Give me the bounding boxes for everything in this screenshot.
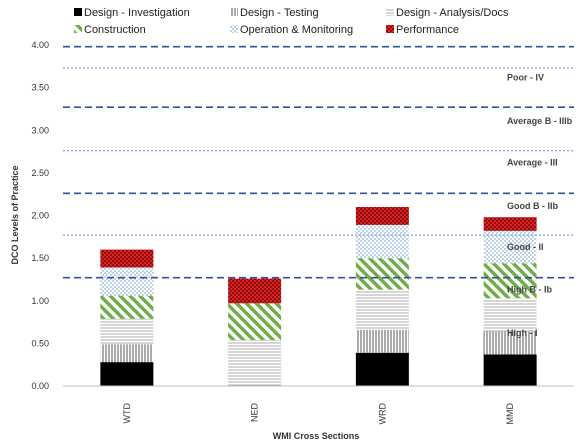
y-tick-label: 3.50 bbox=[31, 83, 49, 93]
band-label: Average - III bbox=[507, 158, 558, 168]
legend-label: Performance bbox=[396, 24, 459, 36]
legend-swatch bbox=[386, 8, 394, 16]
x-tick-label: WTD bbox=[122, 403, 132, 424]
legend-label: Design - Analysis/Docs bbox=[396, 7, 509, 19]
bar-segment bbox=[100, 295, 154, 319]
legend-label: Design - Testing bbox=[240, 7, 319, 19]
bar-segment bbox=[228, 278, 282, 304]
legend-swatch bbox=[230, 8, 238, 16]
bar-segment bbox=[100, 318, 154, 345]
bar-segment bbox=[355, 206, 409, 225]
y-tick-label: 0.50 bbox=[31, 338, 49, 348]
bar-segment bbox=[228, 339, 282, 386]
x-tick-labels: WTD NED WRD MMD bbox=[122, 403, 515, 425]
bar-segment bbox=[483, 298, 537, 332]
bar-segment bbox=[100, 344, 154, 363]
bars-group bbox=[100, 206, 537, 386]
band-label: High B - Ib bbox=[507, 285, 552, 295]
legend-swatch bbox=[230, 25, 238, 33]
x-tick-label: MMD bbox=[505, 403, 515, 425]
threshold-lines bbox=[63, 45, 574, 279]
legend-swatch bbox=[74, 25, 82, 33]
band-label: High - I bbox=[507, 328, 538, 338]
x-axis-title: WMI Cross Sections bbox=[273, 431, 360, 441]
bar-segment bbox=[100, 249, 154, 268]
legend-swatch bbox=[386, 25, 394, 33]
bar-segment bbox=[483, 217, 537, 231]
band-label: Good B - IIb bbox=[507, 201, 558, 211]
y-tick-label: 2.50 bbox=[31, 168, 49, 178]
band-label: Poor - IV bbox=[507, 72, 544, 82]
band-label: Good - II bbox=[507, 242, 544, 252]
y-axis-title: DCO Levels of Practice bbox=[10, 165, 20, 264]
y-tick-labels: 0.00 0.50 1.00 1.50 2.00 2.50 3.00 3.50 4.00 bbox=[31, 40, 49, 391]
x-tick-label: NED bbox=[250, 403, 260, 423]
bar-segment bbox=[100, 267, 154, 296]
legend-label: Design - Investigation bbox=[84, 7, 190, 19]
y-tick-label: 2.00 bbox=[31, 211, 49, 221]
bar-segment bbox=[355, 329, 409, 353]
bar-segment bbox=[483, 230, 537, 264]
y-tick-label: 3.00 bbox=[31, 125, 49, 135]
legend-label: Construction bbox=[84, 24, 146, 36]
y-tick-label: 1.50 bbox=[31, 253, 49, 263]
level-band-labels: Poor - IV Average B - IIIb Average - III Go… bbox=[507, 72, 573, 338]
bar-segment bbox=[355, 224, 409, 259]
legend-label: Operation & Monitoring bbox=[240, 24, 353, 36]
x-tick-label: WRD bbox=[377, 403, 387, 425]
chart-legend: Design - Investigation Design - Testing De… bbox=[74, 7, 509, 36]
bar-segment bbox=[355, 258, 409, 290]
legend-swatch bbox=[74, 8, 82, 16]
y-tick-label: 0.00 bbox=[31, 381, 49, 391]
bar-segment bbox=[355, 289, 409, 330]
bar-segment bbox=[483, 354, 537, 386]
bar-segment bbox=[100, 362, 154, 386]
bar-segment bbox=[355, 352, 409, 386]
band-label: Average B - IIIb bbox=[507, 116, 573, 126]
y-tick-label: 1.00 bbox=[31, 296, 49, 306]
bar-segment bbox=[228, 303, 282, 340]
bar-segment bbox=[483, 331, 537, 355]
bar-segment bbox=[483, 263, 537, 299]
y-tick-label: 4.00 bbox=[31, 40, 49, 50]
